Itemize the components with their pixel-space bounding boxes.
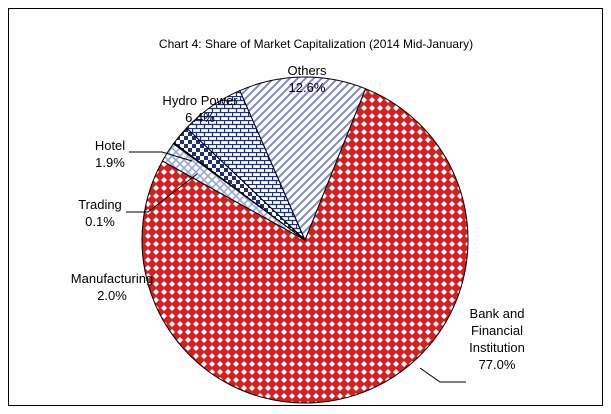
value-label: 77.0%	[478, 357, 516, 372]
slice-label: Hydro Power 6.4%	[162, 92, 237, 126]
slice-label: Hotel 1.9%	[95, 137, 125, 171]
leader-line	[126, 173, 198, 213]
pie-slice	[239, 76, 367, 242]
slice-label: Manufacturing 2.0%	[71, 270, 153, 304]
slice-label: Others 12.6%	[287, 62, 326, 96]
leader-line	[419, 367, 466, 383]
category-label: Bank and Financial Institution	[469, 306, 525, 355]
pie-slice	[141, 88, 469, 404]
value-label: 2.0%	[97, 288, 127, 303]
chart-title: Chart 4: Share of Market Capitalization …	[159, 37, 473, 51]
slice-label: Bank and Financial Institution 77.0%	[452, 305, 542, 373]
leader-line	[129, 151, 193, 162]
value-label: 12.6%	[288, 80, 326, 95]
category-label: Trading	[78, 197, 122, 212]
category-label: Hotel	[94, 138, 126, 153]
value-label: 0.1%	[85, 214, 115, 229]
category-label: Others	[287, 63, 327, 78]
value-label: 6.4%	[185, 110, 215, 125]
category-label: Manufacturing	[70, 271, 154, 286]
category-label: Hydro Power	[162, 93, 238, 108]
value-label: 1.9%	[95, 155, 125, 170]
slice-label: Trading 0.1%	[78, 196, 122, 230]
